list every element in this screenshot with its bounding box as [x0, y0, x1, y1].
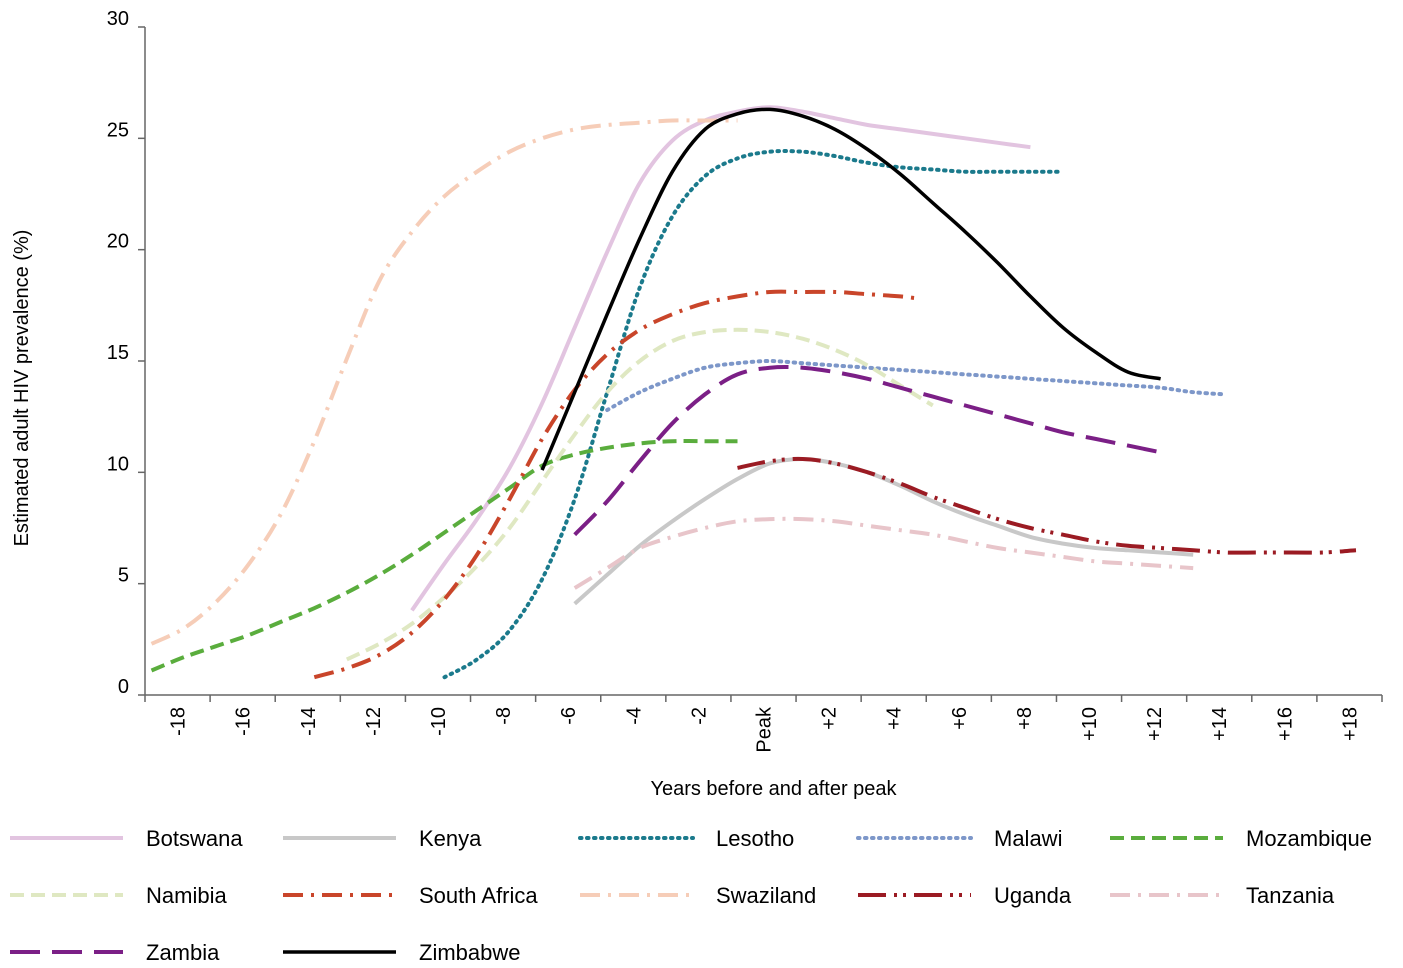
axes: 0 5 10 15 20 25 30 -18 -16 -14 -12 -10 -8 -6 -4 -2 Peak…: [11, 8, 1383, 800]
legend-item-uganda: Uganda: [858, 883, 1072, 908]
legend-label: Botswana: [146, 826, 243, 851]
series-line-mozambique: [150, 439, 738, 673]
legend-label: Malawi: [994, 826, 1062, 851]
series-line-tanzania: [573, 516, 1194, 590]
legend-item-namibia: Namibia: [10, 883, 227, 908]
x-tick-label: +12: [1144, 707, 1166, 741]
y-tick-label: 10: [107, 453, 129, 475]
legend-label: Namibia: [146, 883, 227, 908]
legend-label: Uganda: [994, 883, 1072, 908]
x-tick-label: -18: [168, 707, 190, 736]
y-tick-label: 25: [107, 119, 129, 141]
y-tick-label: 5: [118, 565, 129, 587]
y-tick-label: 0: [118, 676, 129, 698]
series-line-zambia: [573, 364, 1161, 537]
legend-label: South Africa: [419, 883, 538, 908]
y-tick-label: 30: [107, 8, 129, 30]
legend-item-tanzania: Tanzania: [1110, 883, 1335, 908]
y-tick-label: 15: [107, 342, 129, 364]
x-axis-ticks: -18 -16 -14 -12 -10 -8 -6 -4 -2 Peak +2 +4 +6 +8 +10 +1…: [144, 695, 1383, 753]
x-tick-label: +4: [884, 707, 906, 730]
x-tick-label: +14: [1209, 707, 1231, 741]
y-axis-title: Estimated adult HIV prevalence (%): [11, 230, 33, 547]
legend-label: Mozambique: [1246, 826, 1372, 851]
x-tick-label: -10: [428, 707, 450, 736]
x-axis-title: Years before and after peak: [650, 778, 897, 800]
legend-label: Zimbabwe: [419, 940, 520, 965]
legend-label: Zambia: [146, 940, 220, 965]
legend-label: Swaziland: [716, 883, 816, 908]
legend-item-mozambique: Mozambique: [1110, 826, 1372, 851]
x-tick-label: Peak: [754, 706, 776, 753]
x-tick-label: -8: [493, 707, 515, 725]
y-axis-ticks: 0 5 10 15 20 25 30: [107, 8, 145, 698]
legend-label: Tanzania: [1246, 883, 1335, 908]
plot-area: [150, 105, 1357, 680]
series-line-south-africa: [313, 289, 921, 680]
series-line-kenya: [573, 456, 1194, 606]
x-tick-label: -12: [363, 707, 385, 736]
series-line-malawi: [605, 358, 1228, 412]
legend-item-kenya: Kenya: [283, 826, 482, 851]
x-tick-label: +10: [1079, 707, 1101, 741]
legend-item-lesotho: Lesotho: [578, 826, 794, 851]
legend-item-swaziland: Swaziland: [580, 883, 816, 908]
x-tick-label: -2: [688, 707, 710, 725]
x-tick-label: -6: [558, 707, 580, 725]
x-tick-label: -16: [233, 707, 255, 736]
x-tick-label: -14: [298, 707, 320, 736]
legend-item-south-africa: South Africa: [283, 883, 538, 908]
legend-item-botswana: Botswana: [10, 826, 243, 851]
legend-label: Kenya: [419, 826, 482, 851]
legend: Botswana Kenya Lesotho Malawi Mozambique Nami…: [10, 826, 1372, 965]
x-tick-label: +2: [819, 707, 841, 730]
x-tick-label: +16: [1274, 707, 1296, 741]
legend-item-malawi: Malawi: [856, 826, 1062, 851]
x-tick-label: +8: [1014, 707, 1036, 730]
series-line-uganda: [737, 456, 1357, 555]
series-line-zimbabwe: [540, 107, 1161, 471]
series-line-swaziland: [150, 118, 738, 646]
x-tick-label: -4: [623, 707, 645, 725]
x-tick-label: +18: [1339, 707, 1361, 741]
legend-label: Lesotho: [716, 826, 794, 851]
x-tick-label: +6: [949, 707, 971, 730]
series-line-namibia: [345, 327, 934, 662]
series-line-lesotho: [442, 149, 1065, 680]
y-tick-label: 20: [107, 231, 129, 253]
legend-item-zambia: Zambia: [10, 940, 220, 965]
legend-item-zimbabwe: Zimbabwe: [283, 940, 520, 965]
